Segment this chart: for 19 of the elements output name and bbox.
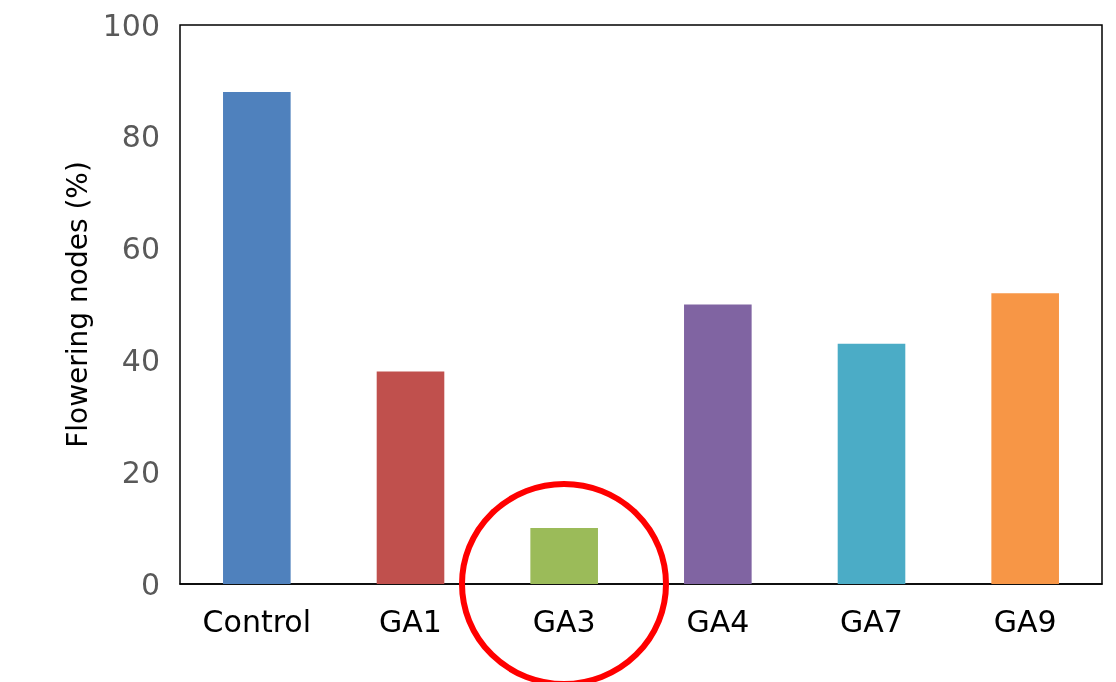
y-axis-title: Flowering nodes (%) (61, 161, 95, 448)
y-tick-label: 80 (121, 119, 160, 155)
bar (223, 92, 291, 584)
y-tick-label: 40 (121, 342, 160, 378)
y-tick-label: 0 (140, 566, 160, 602)
bar (530, 528, 598, 584)
bar (684, 304, 752, 584)
y-tick-label: 60 (121, 231, 160, 267)
bar (376, 371, 445, 584)
bar (991, 293, 1059, 584)
x-tick-label: Control (202, 603, 312, 639)
y-tick-label: 20 (121, 454, 160, 490)
x-tick-label: GA4 (686, 603, 750, 639)
x-tick-label: GA1 (379, 603, 442, 639)
bar (837, 343, 906, 584)
y-tick-label: 100 (102, 7, 160, 43)
x-tick-label: GA9 (993, 603, 1057, 639)
x-tick-label: GA7 (840, 603, 903, 639)
x-tick-label: GA3 (532, 603, 596, 639)
